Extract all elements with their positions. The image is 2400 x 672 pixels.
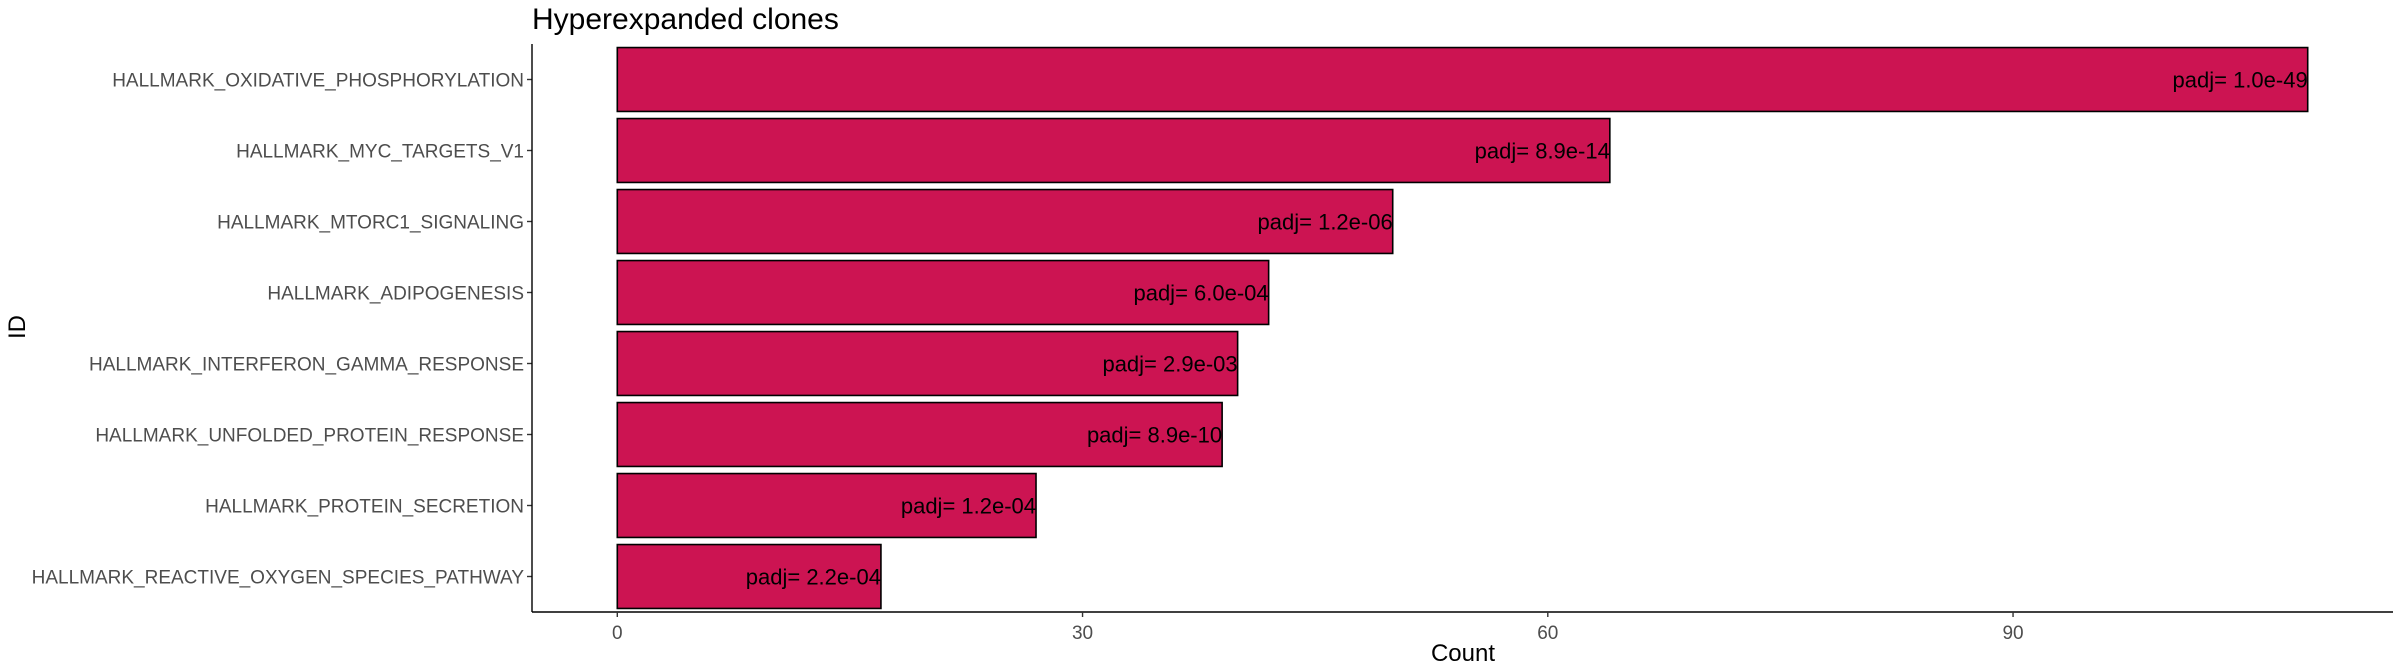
bar-hallmark-interferon-gamma-response — [616, 330, 1239, 397]
x-tick-label-90: 90 — [2002, 623, 2023, 644]
bar-hallmark-reactive-oxygen-species-pathway — [616, 543, 882, 610]
bar-hallmark-myc-targets-v1 — [616, 117, 1611, 184]
y-tick-label-hallmark-adipogenesis: HALLMARK_ADIPOGENESIS — [267, 284, 524, 305]
bar-hallmark-oxidative-phosphorylation — [616, 46, 2309, 113]
y-axis-title: ID — [4, 315, 31, 339]
x-tick-label-60: 60 — [1537, 623, 1558, 644]
bar-label-hallmark-reactive-oxygen-species-pathway: padj= 2.2e-04 — [746, 565, 881, 590]
bar-label-hallmark-oxidative-phosphorylation: padj= 1.0e-49 — [2173, 68, 2308, 93]
bar-label-hallmark-adipogenesis: padj= 6.0e-04 — [1133, 281, 1268, 306]
chart-title: Hyperexpanded clones — [532, 3, 839, 36]
bar-hallmark-protein-secretion — [616, 472, 1037, 539]
y-tick-label-hallmark-interferon-gamma-response: HALLMARK_INTERFERON_GAMMA_RESPONSE — [89, 355, 524, 376]
bars-group — [616, 46, 2309, 610]
y-tick-label-hallmark-protein-secretion: HALLMARK_PROTEIN_SECRETION — [205, 497, 524, 518]
bar-hallmark-unfolded-protein-response — [616, 401, 1223, 468]
x-axis: 0 30 60 90 — [532, 611, 2393, 644]
y-tick-label-hallmark-reactive-oxygen-species-pathway: HALLMARK_REACTIVE_OXYGEN_SPECIES_PATHWAY — [32, 568, 525, 589]
y-axis: HALLMARK_OXIDATIVE_PHOSPHORYLATION HALLMA… — [32, 44, 533, 612]
x-tick-label-0: 0 — [612, 623, 623, 644]
bar-label-hallmark-mtorc1-signaling: padj= 1.2e-06 — [1258, 210, 1393, 235]
y-tick-label-hallmark-mtorc1-signaling: HALLMARK_MTORC1_SIGNALING — [217, 213, 524, 234]
bar-labels-group: padj= 1.0e-49 padj= 8.9e-14 padj= 1.2e-06 p… — [746, 68, 2308, 590]
y-tick-label-hallmark-unfolded-protein-response: HALLMARK_UNFOLDED_PROTEIN_RESPONSE — [95, 426, 524, 447]
y-tick-label-hallmark-oxidative-phosphorylation: HALLMARK_OXIDATIVE_PHOSPHORYLATION — [112, 71, 524, 92]
x-axis-title: Count — [1431, 640, 1495, 667]
bar-label-hallmark-interferon-gamma-response: padj= 2.9e-03 — [1102, 352, 1237, 377]
bar-hallmark-adipogenesis — [616, 259, 1270, 326]
x-tick-label-30: 30 — [1072, 623, 1093, 644]
bar-hallmark-mtorc1-signaling — [616, 188, 1394, 255]
bar-label-hallmark-unfolded-protein-response: padj= 8.9e-10 — [1087, 423, 1222, 448]
bar-label-hallmark-myc-targets-v1: padj= 8.9e-14 — [1475, 139, 1610, 164]
bar-label-hallmark-protein-secretion: padj= 1.2e-04 — [901, 494, 1036, 519]
y-tick-label-hallmark-myc-targets-v1: HALLMARK_MYC_TARGETS_V1 — [236, 142, 524, 163]
